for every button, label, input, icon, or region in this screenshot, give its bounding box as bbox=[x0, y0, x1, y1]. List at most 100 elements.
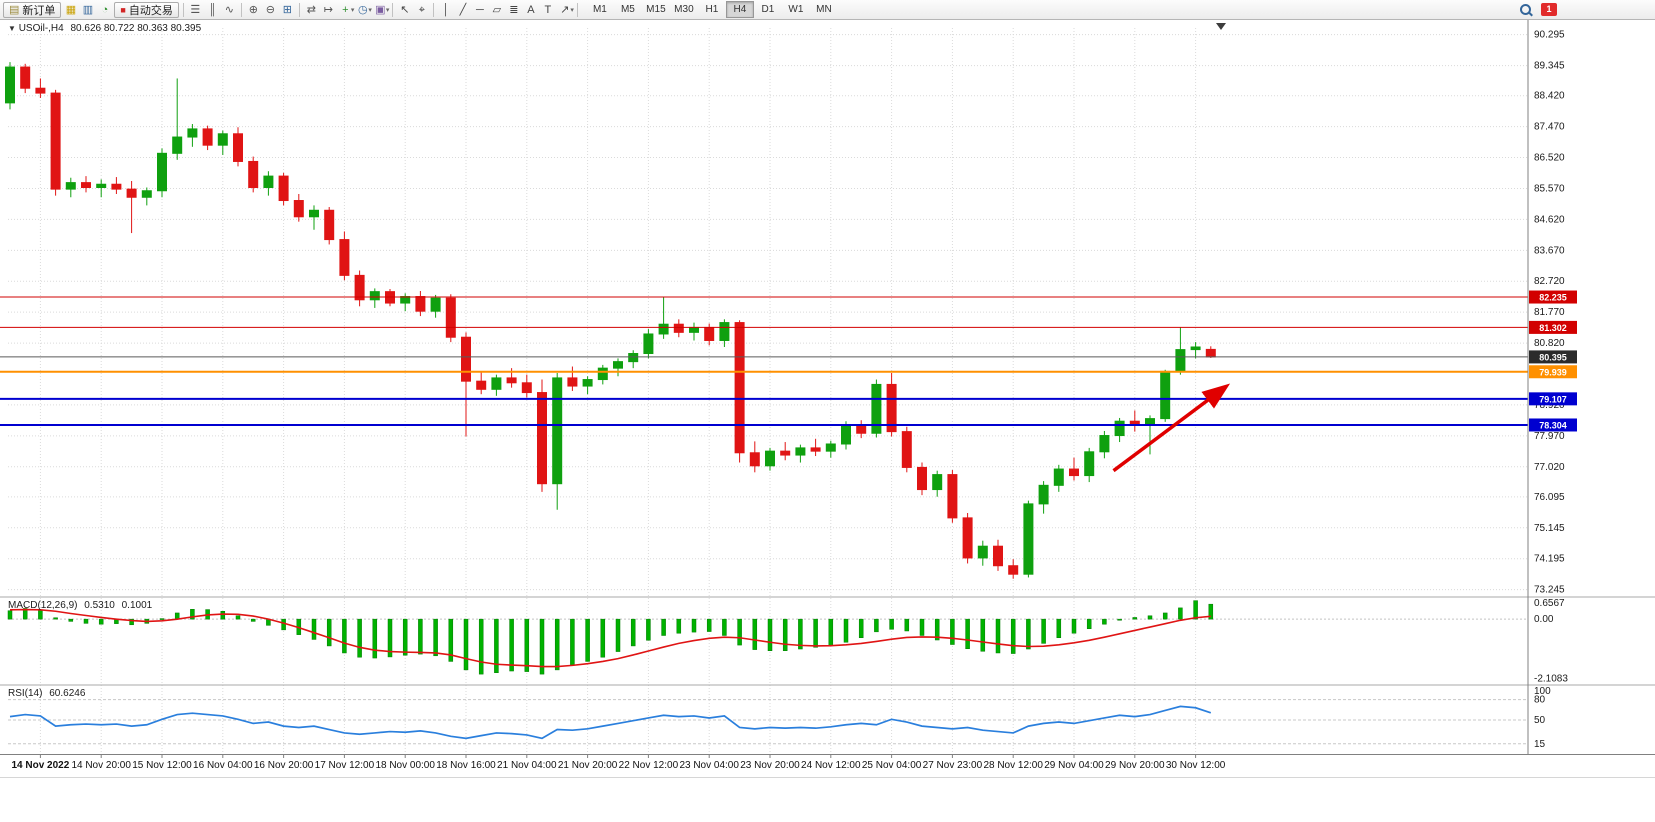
arrows-icon-dropdown[interactable]: ▾ bbox=[570, 6, 574, 14]
price-axis-label: 75.145 bbox=[1534, 523, 1565, 534]
timeframe-M5[interactable]: M5 bbox=[620, 4, 635, 15]
time-axis-label: 21 Nov 04:00 bbox=[497, 760, 557, 771]
time-axis-label: 15 Nov 12:00 bbox=[132, 760, 192, 771]
price-axis-label: 88.420 bbox=[1534, 91, 1565, 102]
auto-scroll-icon[interactable]: ⇄ bbox=[306, 3, 316, 16]
arrows-icon[interactable]: ↗ bbox=[560, 3, 570, 16]
time-axis[interactable] bbox=[0, 755, 1528, 777]
symbol-label: USOil-,H4 bbox=[18, 23, 64, 34]
time-axis-label: 29 Nov 20:00 bbox=[1105, 760, 1165, 771]
rsi-axis-label: 80 bbox=[1534, 695, 1546, 706]
tile-windows-icon[interactable]: ⊞ bbox=[282, 3, 292, 16]
price-axis-label: 73.245 bbox=[1534, 585, 1565, 596]
macd-value-main: 0.5310 bbox=[84, 600, 115, 611]
timeframe-MN[interactable]: MN bbox=[816, 4, 832, 15]
line-chart-icon[interactable]: ∿ bbox=[224, 3, 234, 16]
new-chart-icon[interactable]: + bbox=[342, 3, 349, 16]
chart-shift-icon[interactable]: ↦ bbox=[323, 3, 333, 16]
navigator-icon[interactable]: ◔ bbox=[101, 3, 109, 16]
time-axis-label: 17 Nov 12:00 bbox=[315, 760, 375, 771]
time-axis-label: 25 Nov 04:00 bbox=[862, 760, 922, 771]
macd-pane: 0.6567 0.00 -2.1083 bbox=[7, 598, 1568, 685]
svg-text:80.395: 80.395 bbox=[1539, 352, 1567, 362]
toolbar-separator bbox=[182, 2, 184, 17]
time-axis-label: 21 Nov 20:00 bbox=[558, 760, 618, 771]
time-axis-label: 18 Nov 00:00 bbox=[375, 760, 435, 771]
price-level-badge bbox=[1529, 320, 1577, 334]
autotrading-button[interactable]: ■ 自动交易 bbox=[114, 1, 179, 18]
time-axis-label: 29 Nov 04:00 bbox=[1044, 760, 1104, 771]
one-click-trading-icon[interactable]: ▼ bbox=[8, 24, 16, 33]
chart-canvas[interactable]: 90.295 89.345 88.420 87.470 86.520 85.570 84.6… bbox=[0, 20, 1655, 822]
candlestick-chart-icon[interactable]: ║ bbox=[208, 3, 217, 16]
price-axis-label: 89.345 bbox=[1534, 61, 1565, 72]
search-icon[interactable] bbox=[1519, 3, 1533, 17]
candles-group bbox=[5, 62, 1216, 579]
text-label-icon[interactable]: T bbox=[544, 3, 552, 16]
price-axis-label: 87.470 bbox=[1534, 122, 1565, 133]
zoom-out-icon[interactable]: ⊖ bbox=[265, 3, 275, 16]
trendline-icon[interactable]: ╱ bbox=[459, 3, 467, 16]
periodicity-icon[interactable]: ◷ bbox=[358, 3, 368, 16]
rsi-line bbox=[9, 705, 1212, 740]
text-icon[interactable]: A bbox=[527, 3, 535, 16]
toolbar-separator bbox=[392, 2, 394, 17]
autotrading-label: 自动交易 bbox=[128, 4, 173, 17]
chart-shift-marker[interactable] bbox=[1216, 23, 1226, 30]
data-window-icon[interactable]: ▥ bbox=[82, 3, 94, 16]
crosshair-icon[interactable]: ⌖ bbox=[418, 3, 425, 16]
timeframe-M15[interactable]: M15 bbox=[646, 4, 666, 15]
timeframe-M30[interactable]: M30 bbox=[674, 4, 694, 15]
timeframe-M1[interactable]: M1 bbox=[592, 4, 607, 15]
new-order-button[interactable]: ▤ 新订单 bbox=[3, 1, 62, 18]
ohlc-values: 80.626 80.722 80.363 80.395 bbox=[70, 23, 202, 34]
macd-value-signal: 0.1001 bbox=[121, 600, 153, 611]
new-chart-icon-dropdown[interactable]: ▾ bbox=[350, 6, 355, 14]
cursor-icon[interactable]: ↖ bbox=[400, 3, 410, 16]
timeframe-H4[interactable]: H4 bbox=[725, 1, 754, 18]
templates-icon-dropdown[interactable]: ▾ bbox=[385, 6, 390, 14]
timeframe-H1[interactable]: H1 bbox=[705, 4, 719, 15]
fibonacci-icon[interactable]: ≣ bbox=[509, 3, 519, 16]
time-axis-label: 16 Nov 04:00 bbox=[193, 760, 253, 771]
time-axis-label: 27 Nov 23:00 bbox=[923, 760, 983, 771]
bar-chart-icon[interactable]: ☰ bbox=[190, 3, 201, 16]
notification-badge[interactable]: 1 bbox=[1541, 3, 1557, 16]
equidistant-channel-icon[interactable]: ▱ bbox=[492, 3, 502, 16]
market-watch-icon[interactable]: ▦ bbox=[65, 3, 77, 16]
time-axis-label: 18 Nov 16:00 bbox=[436, 760, 496, 771]
time-axis-label: 24 Nov 12:00 bbox=[801, 760, 861, 771]
new-order-icon: ▤ bbox=[9, 4, 20, 16]
trend-arrow-annotation[interactable] bbox=[1112, 383, 1231, 473]
svg-text:81.302: 81.302 bbox=[1539, 323, 1567, 333]
periodicity-icon-dropdown[interactable]: ▾ bbox=[368, 6, 372, 14]
price-axis-label: 76.095 bbox=[1534, 492, 1565, 503]
toolbar: ▤ 新订单 ▦ ▥ ◔ ■ 自动交易 ☰ ║ ∿ ⊕ ⊖ ⊞ ⇄ ↦ + ▾ ◷ ▾ ▣ ▾ ↖ ⌖ │ ╱ ─ ▱ ≣ A T… bbox=[0, 0, 1655, 20]
time-axis-label: 16 Nov 20:00 bbox=[254, 760, 314, 771]
new-order-label: 新订单 bbox=[22, 4, 56, 17]
timeframe-D1[interactable]: D1 bbox=[761, 4, 775, 15]
svg-text:78.304: 78.304 bbox=[1539, 420, 1567, 430]
price-axis[interactable] bbox=[1528, 20, 1588, 754]
horizontal-line-icon[interactable]: ─ bbox=[475, 3, 484, 16]
price-axis-label: 80.820 bbox=[1534, 338, 1565, 349]
price-axis-label: 82.720 bbox=[1534, 276, 1565, 287]
price-axis-label: 84.620 bbox=[1534, 214, 1565, 225]
price-axis-label: 77.020 bbox=[1534, 462, 1565, 473]
time-axis-label: 23 Nov 20:00 bbox=[740, 760, 800, 771]
pane-borders bbox=[0, 20, 1655, 778]
price-level-badge bbox=[1529, 290, 1577, 304]
toolbar-separator bbox=[433, 2, 435, 17]
price-axis-label: 85.570 bbox=[1534, 183, 1565, 194]
macd-axis-label: 0.00 bbox=[1534, 614, 1554, 625]
rsi-title: RSI(14) bbox=[8, 688, 43, 699]
templates-icon[interactable]: ▣ bbox=[375, 3, 386, 16]
timeframe-W1[interactable]: W1 bbox=[788, 4, 804, 15]
price-axis-label: 74.195 bbox=[1534, 554, 1565, 565]
price-axis-label: 86.520 bbox=[1534, 153, 1565, 164]
macd-signal-line bbox=[9, 608, 1211, 668]
time-axis-label: 14 Nov 20:00 bbox=[71, 760, 131, 771]
vertical-line-icon[interactable]: │ bbox=[442, 3, 450, 16]
price-level-badge bbox=[1529, 350, 1577, 364]
zoom-in-icon[interactable]: ⊕ bbox=[248, 3, 258, 16]
